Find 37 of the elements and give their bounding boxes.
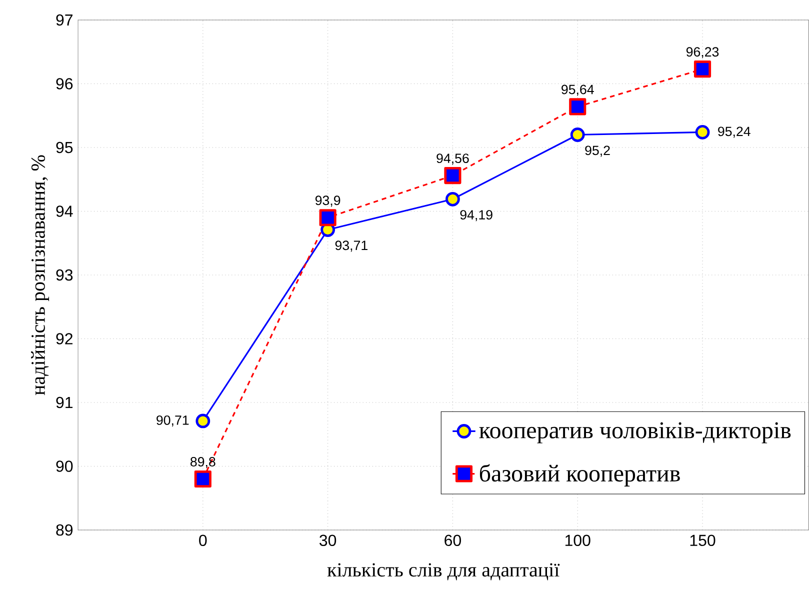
y-tick-label: 89	[56, 524, 73, 536]
point	[694, 60, 712, 78]
legend-label: базовий кооператив	[480, 464, 680, 486]
point	[196, 414, 210, 428]
y-tick-label: 91	[56, 396, 73, 408]
y-tick-label: 90	[56, 460, 73, 472]
point	[570, 128, 585, 142]
point	[695, 125, 710, 140]
data-label: 95,24	[718, 126, 750, 138]
point	[444, 167, 462, 184]
legend-label: кооператив чоловіків-дикторів	[479, 422, 791, 444]
data-label: 90,71	[156, 415, 189, 427]
data-label: 95,64	[562, 84, 594, 96]
y-tick-label: 97	[56, 14, 72, 26]
x-tick-label: 100	[565, 534, 590, 546]
data-label: 94,56	[436, 154, 469, 165]
x-tick-label: 30	[320, 534, 336, 546]
y-tick-label: 92	[56, 333, 72, 344]
y-tick-label: 94	[56, 206, 73, 217]
y-tick-label: 93	[56, 269, 73, 281]
data-label: 93,9	[315, 196, 340, 207]
x-tick-label: 150	[690, 534, 716, 546]
x-tick-label: 0	[199, 534, 207, 546]
data-label: 93,71	[335, 240, 368, 252]
y-tick-label: 95	[56, 142, 73, 154]
y-axis-title: надійність розпізнавання, %	[31, 155, 50, 396]
point	[194, 470, 212, 488]
data-label: 94,19	[460, 210, 492, 222]
x-axis-title: кількість слів для адаптації	[327, 563, 560, 580]
point	[446, 192, 460, 206]
point	[319, 209, 336, 226]
point	[569, 98, 586, 116]
x-tick-label: 60	[444, 534, 461, 546]
y-tick-label: 96	[56, 78, 73, 90]
data-label: 96,23	[686, 47, 719, 58]
data-label: 89,8	[190, 457, 216, 468]
data-label: 95,2	[585, 146, 610, 157]
